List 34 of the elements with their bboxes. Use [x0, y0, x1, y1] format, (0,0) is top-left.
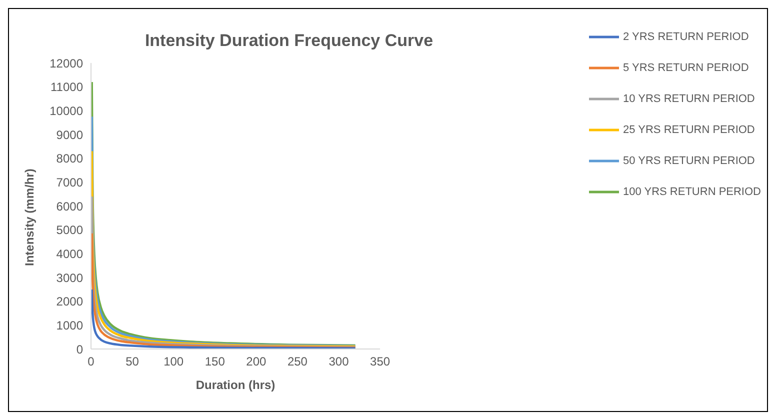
x-tick-label: 50 [126, 354, 140, 369]
y-tick-label: 3000 [56, 270, 84, 285]
y-tick-label: 2000 [56, 294, 84, 309]
legend-label: 10 YRS RETURN PERIOD [623, 92, 755, 106]
line-series [91, 288, 356, 349]
y-tick-label: 12000 [50, 56, 84, 70]
x-tick-label: 0 [88, 354, 95, 369]
legend-label: 25 YRS RETURN PERIOD [623, 122, 755, 138]
y-tick-label: 5000 [56, 223, 84, 238]
y-tick-label: 6000 [56, 199, 84, 214]
y-tick-label: 8000 [56, 152, 84, 166]
legend-label: 5 YRS RETURN PERIOD [623, 60, 749, 76]
legend-label: 2 YRS RETURN PERIOD [623, 30, 749, 44]
y-tick-label: 9000 [56, 128, 84, 142]
x-axis-title: Duration (hrs) [196, 378, 276, 392]
y-axis-title: Intensity (mm/hr) [22, 168, 36, 266]
y-tick-label: 1000 [56, 318, 84, 332]
legend-label: 50 YRS RETURN PERIOD [623, 154, 755, 168]
x-tick-label: 100 [164, 354, 184, 369]
y-tick-label: 0 [76, 342, 84, 356]
x-tick-label: 200 [246, 354, 266, 369]
line-series [91, 232, 356, 349]
x-tick-label: 300 [328, 354, 350, 369]
x-tick-label: 250 [287, 354, 308, 369]
x-tick-label: 150 [204, 354, 226, 369]
line-series [91, 195, 356, 348]
y-tick-label: 10000 [50, 104, 84, 118]
y-tick-label: 11000 [50, 80, 84, 94]
y-tick-label: 4000 [56, 246, 84, 261]
x-tick-label: 350 [370, 354, 390, 369]
y-tick-label: 7000 [56, 175, 84, 190]
legend-label: 100 YRS RETURN PERIOD [623, 184, 761, 200]
line-series [91, 150, 356, 348]
chart-title: Intensity Duration Frequency Curve [144, 31, 434, 51]
